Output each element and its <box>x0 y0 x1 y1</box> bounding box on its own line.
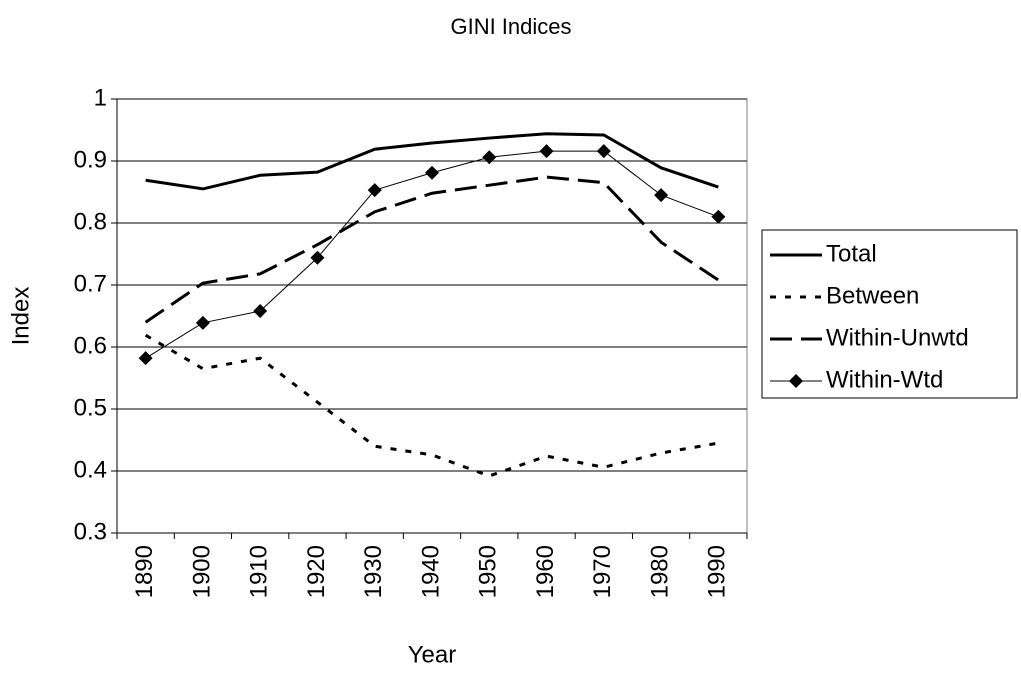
x-tick-label: 1890 <box>131 545 158 598</box>
legend-label: Between <box>826 282 919 309</box>
series-line <box>144 333 719 478</box>
y-axis-label: Index <box>7 287 34 346</box>
y-tick-label: 0.4 <box>74 456 107 483</box>
y-tick-label: 0.5 <box>74 394 107 421</box>
y-tick-label: 0.6 <box>74 332 107 359</box>
legend-label: Total <box>826 240 877 267</box>
data-point <box>711 209 726 224</box>
data-point <box>596 144 611 159</box>
chart-title: GINI Indices <box>450 14 571 39</box>
x-tick-label: 1900 <box>188 545 215 598</box>
y-tick-label: 0.8 <box>74 208 107 235</box>
x-tick-label: 1970 <box>589 545 616 598</box>
x-tick-label: 1950 <box>475 545 502 598</box>
y-tick-label: 0.7 <box>74 270 107 297</box>
data-point <box>253 304 268 319</box>
data-point <box>425 165 439 180</box>
x-tick-label: 1990 <box>704 545 731 598</box>
data-point <box>367 183 382 198</box>
legend-box <box>761 229 1018 399</box>
data-point <box>482 150 497 165</box>
legend-label: Within-Wtd <box>826 366 943 393</box>
legend-marker <box>789 374 803 388</box>
legend-label: Within-Unwtd <box>826 324 969 351</box>
x-tick-label: 1980 <box>646 545 673 598</box>
data-point <box>539 144 554 159</box>
x-tick-label: 1930 <box>360 545 387 598</box>
data-point <box>654 188 669 203</box>
data-point <box>195 315 210 330</box>
series-line <box>145 132 719 191</box>
y-tick-label: 0.3 <box>74 518 107 545</box>
data-point <box>138 351 153 366</box>
x-axis-label: Year <box>408 641 457 668</box>
data-point <box>310 250 325 265</box>
y-tick-label: 0.9 <box>74 146 107 173</box>
y-tick-label: 1 <box>94 84 107 111</box>
series-line <box>144 175 720 324</box>
x-tick-label: 1920 <box>303 545 330 598</box>
x-tick-label: 1910 <box>246 545 273 598</box>
x-tick-label: 1960 <box>532 545 559 598</box>
x-tick-label: 1940 <box>417 545 444 598</box>
